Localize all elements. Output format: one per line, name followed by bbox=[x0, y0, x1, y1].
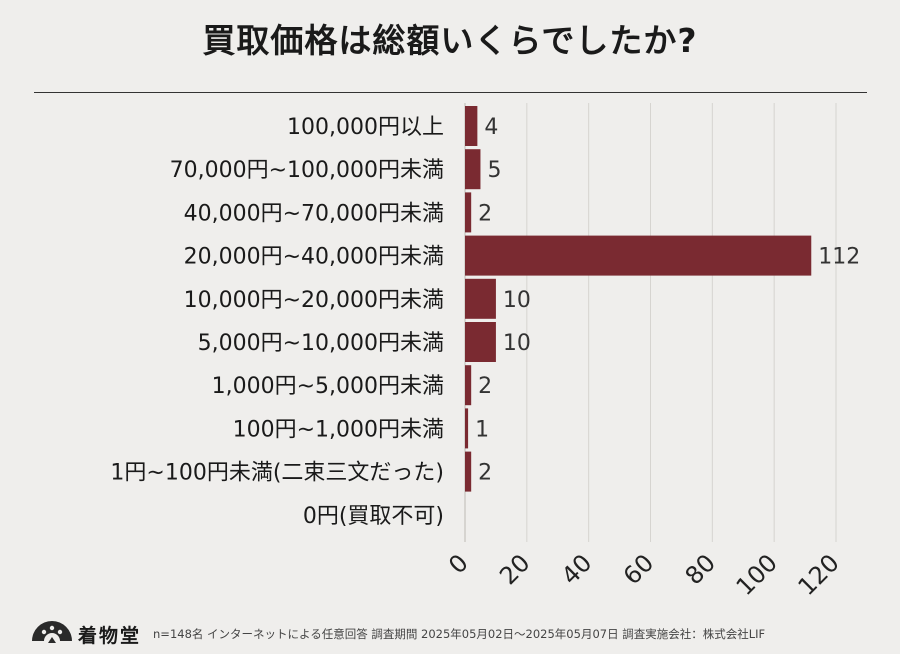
bar-chart: 100,000円以上 4 70,000円~100,000円未満 5 40,000円~70… bbox=[110, 103, 860, 601]
tick-label: 100 bbox=[731, 549, 783, 601]
category-label: 20,000円~40,000円未満 bbox=[184, 245, 444, 270]
survey-note: n=148名 インターネットによる任意回答 調査期間 2025年05月02日〜2… bbox=[153, 627, 766, 641]
category-label: 1円~100円未満(二束三文だった) bbox=[110, 461, 444, 486]
data-label: 10 bbox=[503, 331, 531, 356]
category-label: 100,000円以上 bbox=[287, 115, 444, 140]
bar bbox=[465, 365, 472, 406]
logo-text: 着物堂 bbox=[78, 624, 142, 647]
data-label: 4 bbox=[484, 115, 498, 140]
category-label: 5,000円~10,000円未満 bbox=[198, 331, 444, 356]
chart-title: 買取価格は総額いくらでしたか? bbox=[202, 21, 698, 60]
category-label: 1,000円~5,000円未満 bbox=[212, 374, 444, 399]
bar bbox=[465, 235, 812, 276]
tick-label: 0 bbox=[443, 549, 474, 580]
category-label: 0円(買取不可) bbox=[303, 504, 444, 529]
data-label: 2 bbox=[478, 374, 492, 399]
data-label: 112 bbox=[818, 245, 860, 270]
bar bbox=[465, 149, 481, 190]
fan-logo-icon bbox=[32, 621, 72, 643]
category-label: 10,000円~20,000円未満 bbox=[184, 288, 444, 313]
data-label: 5 bbox=[487, 158, 501, 183]
bar bbox=[465, 322, 496, 362]
data-label: 10 bbox=[503, 288, 531, 313]
logo: 着物堂 bbox=[30, 621, 141, 648]
category-label: 70,000円~100,000円未満 bbox=[170, 158, 444, 183]
tick-label: 40 bbox=[556, 549, 597, 590]
tick-label: 20 bbox=[494, 549, 535, 590]
data-label: 2 bbox=[478, 461, 492, 486]
bar bbox=[465, 278, 496, 319]
category-label: 100円~1,000円未満 bbox=[233, 417, 444, 442]
bar bbox=[465, 408, 469, 449]
category-label: 40,000円~70,000円未満 bbox=[184, 201, 444, 226]
bar bbox=[465, 451, 472, 492]
data-label: 2 bbox=[478, 201, 492, 226]
tick-label: 120 bbox=[793, 549, 845, 601]
title-divider bbox=[34, 92, 867, 93]
bar bbox=[465, 192, 472, 233]
tick-label: 60 bbox=[618, 549, 659, 590]
bar bbox=[465, 106, 478, 146]
data-label: 1 bbox=[475, 417, 489, 442]
footer: 着物堂 n=148名 インターネットによる任意回答 調査期間 2025年05月0… bbox=[30, 618, 890, 650]
tick-label: 80 bbox=[680, 549, 721, 590]
